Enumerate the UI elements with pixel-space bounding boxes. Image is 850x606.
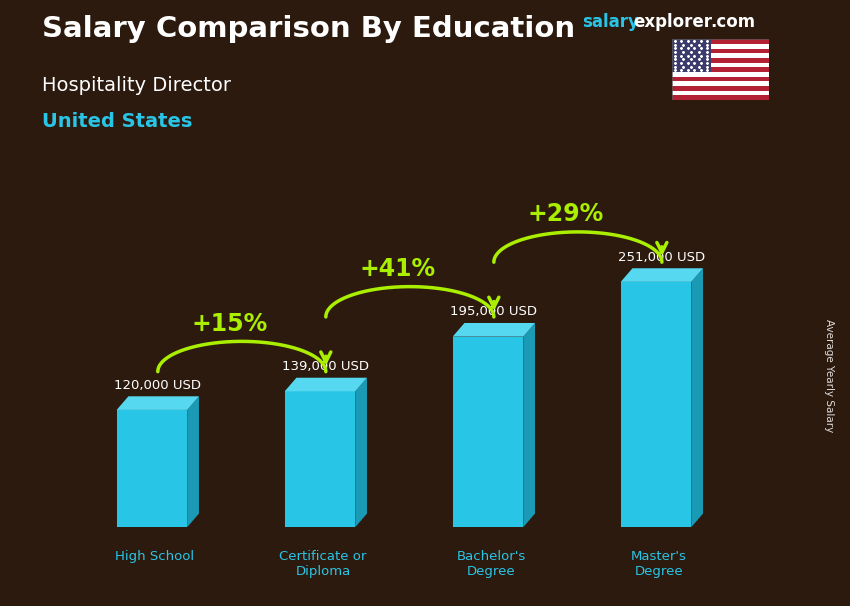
Polygon shape — [285, 378, 367, 391]
Bar — [672, 44, 769, 48]
Text: United States: United States — [42, 112, 193, 131]
Polygon shape — [355, 378, 367, 527]
Bar — [672, 77, 769, 81]
Text: Average Yearly Salary: Average Yearly Salary — [824, 319, 834, 432]
Polygon shape — [187, 396, 199, 527]
Bar — [672, 58, 769, 62]
Text: 195,000 USD: 195,000 USD — [450, 305, 537, 318]
Text: 251,000 USD: 251,000 USD — [618, 251, 705, 264]
Text: Certificate or
Diploma: Certificate or Diploma — [279, 550, 366, 578]
Text: Salary Comparison By Education: Salary Comparison By Education — [42, 15, 575, 43]
Polygon shape — [285, 391, 355, 527]
Text: High School: High School — [116, 550, 195, 563]
Bar — [672, 39, 769, 44]
Text: +15%: +15% — [191, 312, 268, 336]
Text: +41%: +41% — [360, 257, 435, 281]
Polygon shape — [453, 323, 535, 336]
Polygon shape — [691, 268, 703, 527]
Polygon shape — [620, 282, 691, 527]
Bar — [672, 95, 769, 100]
Text: salary: salary — [582, 13, 639, 32]
Bar — [672, 86, 769, 91]
Polygon shape — [116, 396, 199, 410]
Polygon shape — [620, 268, 703, 282]
Text: explorer: explorer — [633, 13, 712, 32]
Bar — [672, 39, 711, 72]
Text: Hospitality Director: Hospitality Director — [42, 76, 231, 95]
Polygon shape — [524, 323, 535, 527]
Bar — [672, 91, 769, 95]
Bar — [672, 62, 769, 67]
Bar — [672, 81, 769, 86]
Text: Bachelor's
Degree: Bachelor's Degree — [456, 550, 525, 578]
Bar — [672, 48, 769, 53]
Bar — [672, 53, 769, 58]
Polygon shape — [116, 410, 187, 527]
Bar — [672, 67, 769, 72]
Text: .com: .com — [711, 13, 756, 32]
Bar — [672, 72, 769, 77]
Text: 120,000 USD: 120,000 USD — [114, 379, 201, 391]
Text: 139,000 USD: 139,000 USD — [282, 360, 369, 373]
Text: +29%: +29% — [527, 202, 604, 227]
Text: Master's
Degree: Master's Degree — [631, 550, 687, 578]
Polygon shape — [453, 336, 524, 527]
